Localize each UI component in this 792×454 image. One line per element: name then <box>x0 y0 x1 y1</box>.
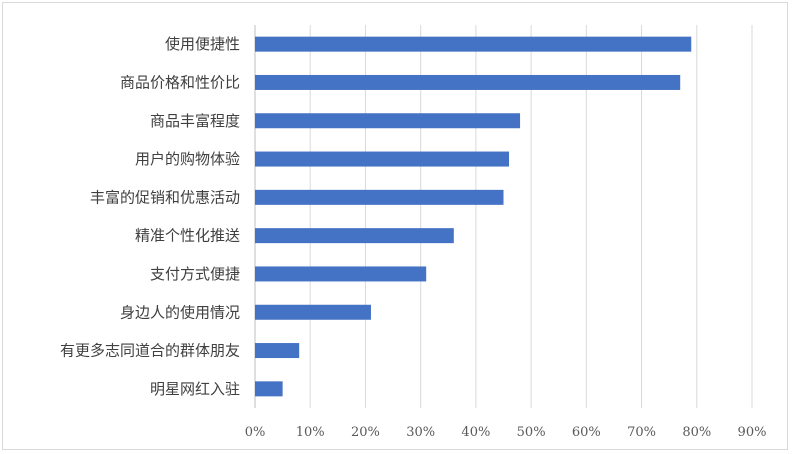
category-label: 明星网红入驻 <box>150 380 240 398</box>
x-tick-label: 30% <box>406 425 435 440</box>
category-label: 精准个性化推送 <box>135 227 240 245</box>
category-label: 使用便捷性 <box>165 35 240 53</box>
x-tick-label: 0% <box>245 425 266 440</box>
category-label: 用户的购物体验 <box>135 150 240 168</box>
x-tick-labels: 0% 10% 20% 30% 40% 50% 60% 70% 80% 90% <box>245 425 767 440</box>
x-tick-label: 10% <box>296 425 325 440</box>
x-tick-label: 60% <box>572 425 601 440</box>
category-labels: 使用便捷性商品价格和性价比商品丰富程度用户的购物体验丰富的促销和优惠活动精准个性… <box>60 35 240 398</box>
category-label: 商品丰富程度 <box>150 112 240 130</box>
category-label: 有更多志同道合的群体朋友 <box>60 342 240 360</box>
bar <box>255 113 521 129</box>
bar <box>255 189 504 205</box>
bar <box>255 151 510 167</box>
category-label: 丰富的促销和优惠活动 <box>90 188 240 206</box>
bar <box>255 343 300 359</box>
category-label: 商品价格和性价比 <box>120 73 240 91</box>
bar <box>255 381 283 397</box>
x-tick-label: 40% <box>461 425 490 440</box>
bar <box>255 36 692 52</box>
x-tick-label: 80% <box>682 425 711 440</box>
x-tick-label: 20% <box>351 425 380 440</box>
x-tick-label: 90% <box>738 425 767 440</box>
bar <box>255 228 454 244</box>
category-label: 支付方式便捷 <box>150 265 240 283</box>
bar <box>255 266 427 282</box>
bar <box>255 74 681 90</box>
bars <box>255 36 692 397</box>
bar <box>255 304 371 320</box>
x-tick-label: 50% <box>517 425 546 440</box>
category-label: 身边人的使用情况 <box>120 303 240 321</box>
x-tick-label: 70% <box>627 425 656 440</box>
